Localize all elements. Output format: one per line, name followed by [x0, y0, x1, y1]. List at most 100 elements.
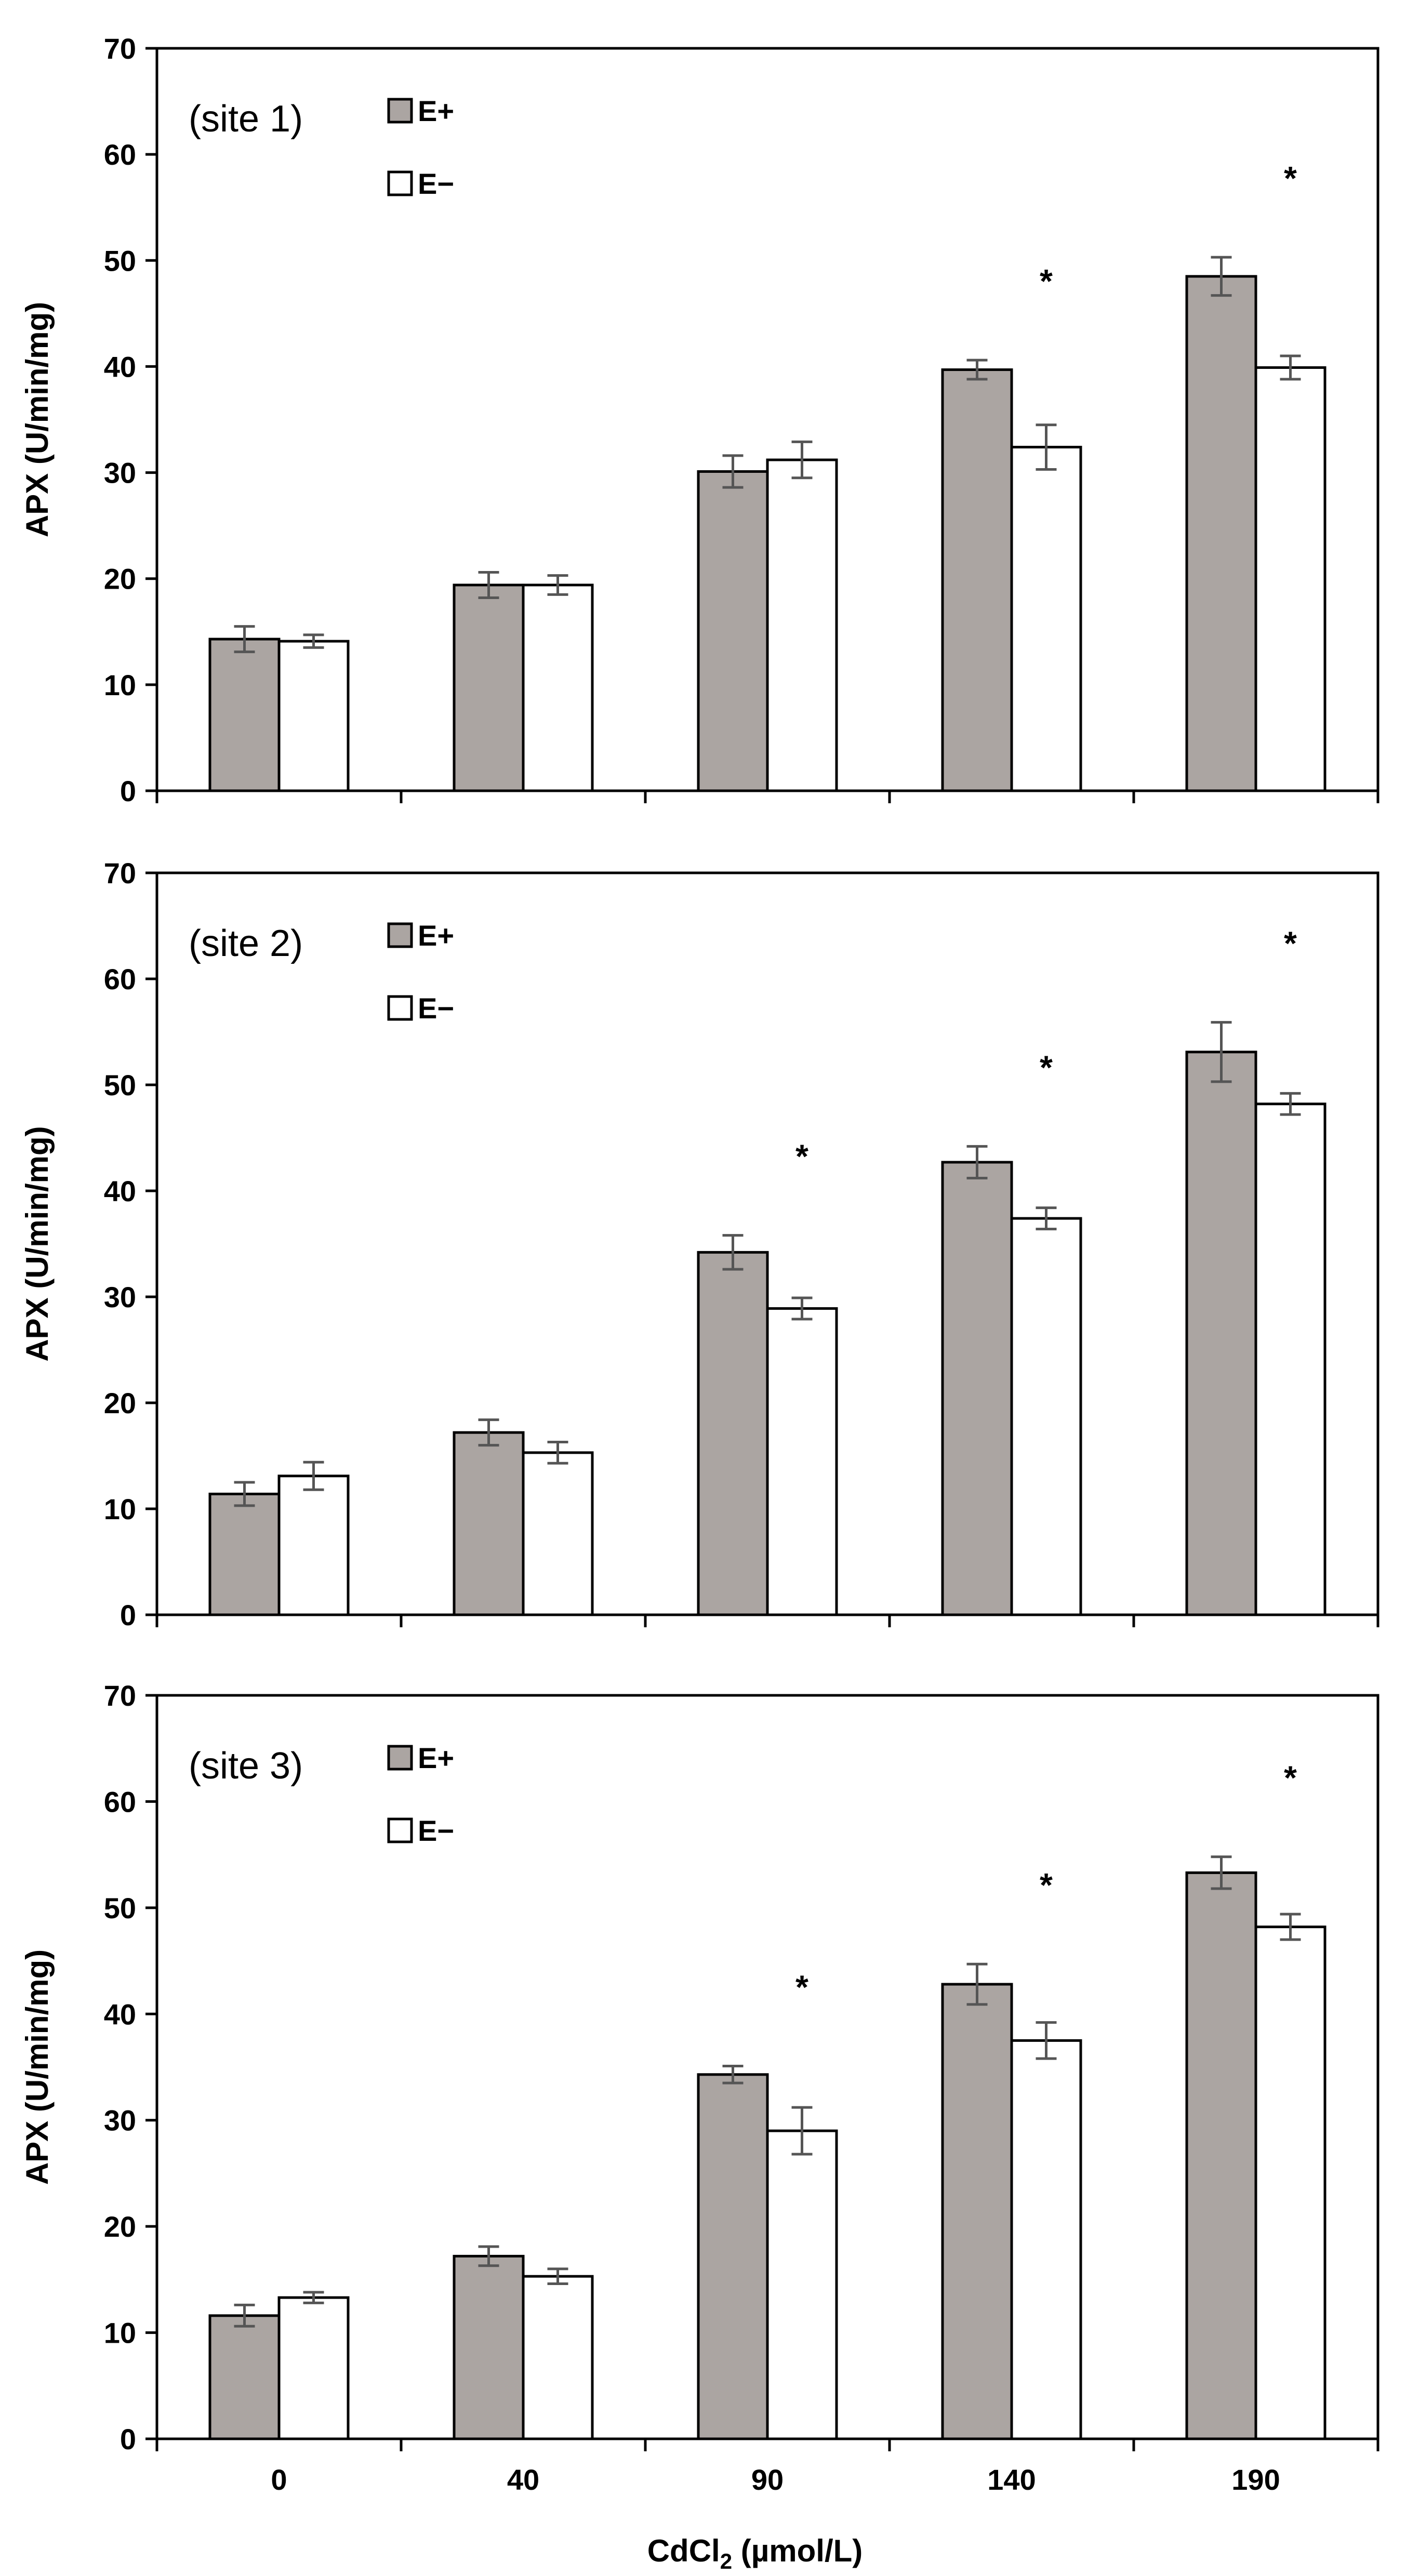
y-tick-label-site3-60: 60 — [104, 1785, 136, 1818]
bar-site2-e-plus-0 — [208, 1492, 281, 1616]
y-tick-label-site2-70: 70 — [104, 857, 136, 889]
x-tick-label-0: 0 — [271, 2463, 287, 2496]
chart-panel-2: * * * 0 10 20 30 40 50 60 70 APX (U/min/mg) (site 2)… — [20, 857, 1380, 1631]
y-axis-title-site3: APX (U/min/mg) — [20, 1949, 55, 2185]
error-bar-site1-e-minus-0 — [303, 633, 324, 649]
site-label-2: (site 2) — [189, 923, 303, 964]
x-axis-title-main: CdCl — [647, 2533, 720, 2568]
y-tick-label-site3-20: 20 — [104, 2210, 136, 2243]
legend-swatch-site2-e-plus — [387, 922, 413, 948]
bar-site3-e-minus-0 — [277, 2296, 350, 2440]
site-label-3: (site 3) — [189, 1745, 303, 1787]
y-axis-title-site1: APX (U/min/mg) — [20, 302, 55, 537]
x-axis-title-subscript: 2 — [720, 2549, 732, 2573]
error-bar-site1-e-minus-190 — [1280, 354, 1301, 381]
x-tick-label-40: 40 — [507, 2463, 539, 2496]
y-tick-label-site3-10: 10 — [104, 2317, 136, 2349]
y-tick-label-site2-60: 60 — [104, 963, 136, 995]
bar-site3-e-minus-40 — [522, 2275, 594, 2440]
plot-frame-site2 — [155, 871, 1380, 1616]
bar-site2-e-plus-90 — [697, 1251, 769, 1616]
error-bar-site3-e-plus-0 — [234, 2303, 255, 2328]
significance-marker-site2-90: * — [795, 1138, 808, 1175]
error-bar-site2-e-minus-40 — [547, 1440, 568, 1465]
bar-site1-e-plus-90 — [697, 470, 769, 792]
bar-site3-e-plus-90 — [697, 2073, 769, 2440]
y-tick-label-site2-20: 20 — [104, 1387, 136, 1419]
error-bar-site2-e-minus-190 — [1280, 1092, 1301, 1116]
error-bar-site1-e-plus-140 — [966, 358, 988, 381]
bar-site1-e-minus-190 — [1254, 366, 1327, 792]
y-tick-label-site2-30: 30 — [104, 1281, 136, 1313]
bar-site1-e-minus-90 — [766, 458, 838, 792]
error-bar-site1-e-minus-90 — [791, 440, 813, 480]
chart-panel-3: * * * 0 10 20 30 40 50 60 70 APX (U/min/mg) (site 3)… — [20, 1679, 1380, 2496]
bar-site3-e-minus-90 — [766, 2129, 838, 2440]
bar-site2-e-minus-0 — [277, 1475, 350, 1616]
bar-site1-e-plus-40 — [453, 583, 525, 792]
y-tick-label-site3-50: 50 — [104, 1892, 136, 1924]
y-tick-label-site1-60: 60 — [104, 138, 136, 171]
y-tick-label-site3-0: 0 — [120, 2423, 136, 2455]
bar-site1-e-minus-40 — [522, 583, 594, 792]
error-bar-site3-e-minus-140 — [1036, 2021, 1057, 2060]
legend-swatch-site2-e-minus — [387, 995, 413, 1021]
significance-marker-site1-140: * — [1040, 262, 1053, 300]
legend-swatch-site1-e-minus — [387, 170, 413, 196]
y-tick-label-site1-10: 10 — [104, 669, 136, 701]
error-bar-site3-e-plus-40 — [478, 2245, 499, 2267]
bar-site1-e-plus-0 — [208, 638, 281, 792]
bar-site2-e-minus-190 — [1254, 1103, 1327, 1616]
legend-swatch-site3-e-plus — [387, 1745, 413, 1771]
significance-marker-site3-140: * — [1040, 1866, 1053, 1904]
y-tick-label-site2-10: 10 — [104, 1493, 136, 1525]
legend-label-site1-e-plus: E+ — [418, 95, 454, 127]
y-tick-label-site2-40: 40 — [104, 1175, 136, 1207]
error-bar-site1-e-plus-40 — [478, 570, 499, 599]
bar-site3-e-plus-0 — [208, 2314, 281, 2440]
significance-marker-site2-140: * — [1040, 1048, 1053, 1086]
y-tick-label-site2-50: 50 — [104, 1069, 136, 1101]
significance-marker-site3-190: * — [1284, 1759, 1297, 1797]
bar-site2-e-plus-140 — [941, 1161, 1013, 1616]
error-bar-site3-e-plus-90 — [722, 2064, 744, 2084]
plot-frame-site1 — [155, 47, 1380, 792]
legend-swatch-site1-e-plus — [387, 98, 413, 124]
bar-site1-e-plus-190 — [1185, 275, 1257, 792]
y-tick-label-site1-20: 20 — [104, 563, 136, 595]
y-tick-label-site2-0: 0 — [120, 1599, 136, 1631]
legend-label-site2-e-minus: E− — [418, 992, 454, 1025]
error-bar-site3-e-plus-140 — [966, 1962, 988, 2006]
error-bar-site2-e-minus-0 — [303, 1460, 324, 1491]
error-bar-site1-e-plus-0 — [234, 625, 255, 654]
error-bar-site1-e-plus-90 — [722, 454, 744, 489]
legend-label-site3-e-plus: E+ — [418, 1742, 454, 1774]
x-tick-label-90: 90 — [751, 2463, 784, 2496]
error-bar-site2-e-plus-140 — [966, 1145, 988, 1180]
error-bar-site1-e-minus-140 — [1036, 423, 1057, 471]
site-label-1: (site 1) — [189, 98, 303, 140]
chart-panel-1: * * 0 10 20 30 40 50 60 70 APX (U/min/mg) (site 1) E… — [20, 32, 1380, 807]
error-bar-site2-e-plus-40 — [478, 1418, 499, 1447]
error-bar-site2-e-plus-0 — [234, 1481, 255, 1507]
error-bar-site3-e-minus-190 — [1280, 1913, 1301, 1941]
bar-site2-e-minus-90 — [766, 1307, 838, 1616]
significance-marker-site3-90: * — [795, 1968, 808, 2006]
y-tick-label-site1-70: 70 — [104, 32, 136, 65]
y-axis-title-site2: APX (U/min/mg) — [20, 1126, 55, 1361]
plot-frame-site3 — [155, 1694, 1380, 2440]
legend-label-site3-e-minus: E− — [418, 1814, 454, 1847]
bar-site2-e-minus-40 — [522, 1451, 594, 1616]
bar-site1-e-minus-0 — [277, 640, 350, 792]
y-tick-label-site3-30: 30 — [104, 2104, 136, 2137]
error-bar-site2-e-minus-140 — [1036, 1206, 1057, 1230]
legend-label-site1-e-minus: E− — [418, 167, 454, 200]
bar-site3-e-plus-140 — [941, 1983, 1013, 2440]
error-bar-site1-e-minus-40 — [547, 574, 568, 596]
legend-label-site2-e-plus: E+ — [418, 919, 454, 952]
bar-site3-e-minus-190 — [1254, 1926, 1327, 2440]
bar-site2-e-plus-190 — [1185, 1051, 1257, 1616]
y-tick-label-site1-0: 0 — [120, 775, 136, 807]
chart-panels: * * 0 10 20 30 40 50 60 70 APX (U/min/mg) (site 1) E… — [20, 32, 1380, 2496]
